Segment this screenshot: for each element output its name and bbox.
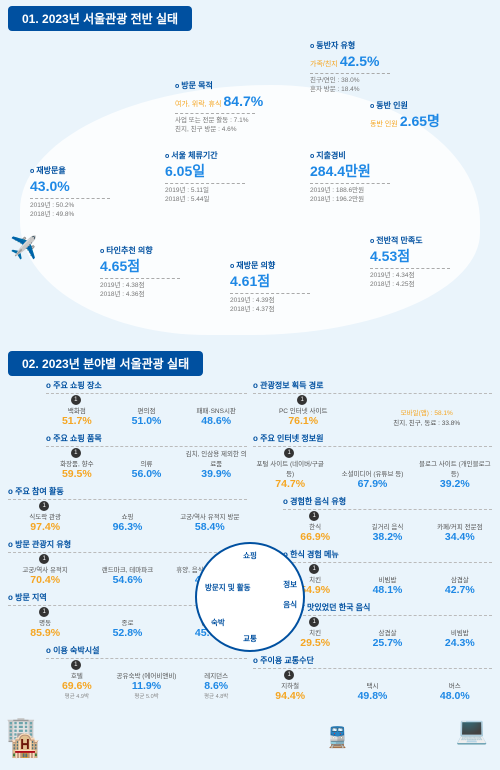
stat-sub1: 2019년 : 4.39점 xyxy=(230,296,340,305)
stat-title: 서울 체류기간 xyxy=(165,150,275,162)
block-title: 가장 맛있었던 한국 음식 xyxy=(283,602,492,613)
ring-label-lodging: 숙박 xyxy=(211,617,225,628)
stat-title: 동반자 유형 xyxy=(310,40,420,52)
stat-sub2: 2018년 : 4.37점 xyxy=(230,305,340,314)
airplane-icon: ✈️ xyxy=(10,235,37,261)
stat-sub2: 2018년 : 196.2만원 xyxy=(310,195,420,204)
stat-main-label: 여가, 위락, 휴식 xyxy=(175,101,221,108)
stat-companion-type: 동반자 유형 가족/친지 42.5% 친구/연인 : 38.0% 혼자 방문 :… xyxy=(310,40,420,95)
block-activity: 주요 참여 활동 1식도락 관광97.4% 쇼핑96.3% 고궁/역사 유적지 … xyxy=(8,486,247,533)
stat-sub2: 혼자 방문 : 18.4% xyxy=(310,85,420,94)
block-title: 주요 참여 활동 xyxy=(8,486,247,497)
stat-stay: 서울 체류기간 6.05일 2019년 : 5.11일 2018년 : 5.44… xyxy=(165,150,275,205)
stat-expense: 지출경비 284.4만원 2019년 : 188.6만원 2018년 : 196… xyxy=(310,150,420,205)
stat-party-size: 동반 인원 동반 인원 2.65명 xyxy=(370,100,480,131)
laptop-icon: 💻 xyxy=(456,715,488,746)
block-kfood: 한식 경험 메뉴 1치킨54.9% 비빔밥48.1% 삼겹살42.7% xyxy=(283,549,492,596)
stat-sub1: 사업 또는 전문 활동 : 7.1% xyxy=(175,116,285,125)
stat-revisit-rate: 재방문율 43.0% 2019년 : 50.2% 2018년 : 49.8% xyxy=(30,165,140,220)
stat-main-val: 4.65점 xyxy=(100,258,140,274)
section2-header: 02. 2023년 분야별 서울관광 실태 xyxy=(8,351,203,376)
stat-main-val: 4.61점 xyxy=(230,273,270,289)
block-transport: 주이용 교통수단 1지하철94.4% 택시49.8% 버스48.0% xyxy=(253,655,492,702)
stat-recommend: 타인추천 의향 4.65점 2019년 : 4.38점 2018년 : 4.36… xyxy=(100,245,210,300)
stat-title: 지출경비 xyxy=(310,150,420,162)
stat-sub2: 2018년 : 4.36점 xyxy=(100,290,210,299)
block-title: 주요 쇼핑 품목 xyxy=(46,433,247,444)
stat-main-val: 43.0% xyxy=(30,178,70,194)
block-best-food: 가장 맛있었던 한국 음식 1치킨29.5% 삼겹살25.7% 비빔밥24.3% xyxy=(283,602,492,649)
stat-title: 타인추천 의향 xyxy=(100,245,210,257)
stat-sub1: 2019년 : 4.38점 xyxy=(100,281,210,290)
ring-label-visit: 방문지 및 활동 xyxy=(205,584,251,592)
stat-main-val: 42.5% xyxy=(340,53,380,69)
stat-sub1: 2019년 : 5.11일 xyxy=(165,186,275,195)
block-shopping-item: 주요 쇼핑 품목 1화장품, 향수59.5% 의류56.0% 김치, 인삼용 제… xyxy=(46,433,247,480)
block-title: 관광정보 획득 경로 xyxy=(253,380,492,391)
stat-sub2: 친지, 친구 방문 : 4.6% xyxy=(175,125,285,134)
hotel-icon: 🏨 xyxy=(10,731,40,760)
ring-label-shopping: 쇼핑 xyxy=(243,550,257,561)
ring-label-info: 정보 xyxy=(283,579,297,590)
stat-sub2: 2018년 : 5.44일 xyxy=(165,195,275,204)
block-title: 한식 경험 메뉴 xyxy=(283,549,492,560)
ring-label-transport: 교통 xyxy=(243,633,257,644)
block-lodging: 이용 숙박시설 1호텔69.6%평균 4.9박 공유숙박 (에어비앤비)11.9… xyxy=(46,645,247,700)
block-shopping-place: 주요 쇼핑 장소 1백화점51.7% 편의점51.0% 패패·SNS시판48.6… xyxy=(46,380,247,427)
stat-sub1: 2019년 : 4.34점 xyxy=(370,271,480,280)
stat-main-val: 284.4만원 xyxy=(310,163,371,179)
block-title: 주요 인터넷 정보원 xyxy=(253,433,492,444)
train-icon: 🚆 xyxy=(325,725,350,750)
stat-sub2: 2018년 : 4.25점 xyxy=(370,280,480,289)
block-title: 경험한 음식 유형 xyxy=(283,496,492,507)
section1-header: 01. 2023년 서울관광 전반 실태 xyxy=(8,6,192,31)
block-internet: 주요 인터넷 정보원 1포털 사이트 (네이버/구글 등)74.7% 소셜미디어… xyxy=(253,433,492,490)
stat-main-val: 2.65명 xyxy=(400,113,440,129)
stat-sub2: 2018년 : 49.8% xyxy=(30,210,140,219)
section2-area: 🏢 💻 🏨 🚆 주요 쇼핑 장소 1백화점51.7% 편의점51.0% 패패·S… xyxy=(0,380,500,770)
stat-title: 전반적 만족도 xyxy=(370,235,480,247)
stat-title: 재방문율 xyxy=(30,165,140,177)
block-title: 주요 쇼핑 장소 xyxy=(46,380,247,391)
ring-label-food: 음식 xyxy=(283,599,297,610)
stat-main-val: 4.53점 xyxy=(370,248,410,264)
stat-main-label: 가족/친지 xyxy=(310,61,338,68)
stat-satisfaction: 전반적 만족도 4.53점 2019년 : 4.34점 2018년 : 4.25… xyxy=(370,235,480,290)
rank-row: 1백화점51.7% 편의점51.0% 패패·SNS시판48.6% xyxy=(46,395,247,427)
stat-main-val: 84.7% xyxy=(224,93,264,109)
block-info-source: 관광정보 획득 경로 1PC 인터넷 사이트76.1% 모바일(앱) : 58.… xyxy=(253,380,492,427)
section1-map-area: ✈️ 동반자 유형 가족/친지 42.5% 친구/연인 : 38.0% 혼자 방… xyxy=(0,35,500,345)
stat-sub1: 친구/연인 : 38.0% xyxy=(310,76,420,85)
stat-revisit-intent: 재방문 의향 4.61점 2019년 : 4.39점 2018년 : 4.37점 xyxy=(230,260,340,315)
block-title: 주이용 교통수단 xyxy=(253,655,492,666)
center-category-ring: 쇼핑 정보 음식 교통 숙박 방문지 및 활동 xyxy=(195,542,305,652)
stat-main-val: 6.05일 xyxy=(165,163,205,179)
stat-title: 재방문 의향 xyxy=(230,260,340,272)
stat-sub1: 2019년 : 188.6만원 xyxy=(310,186,420,195)
stat-title: 방문 목적 xyxy=(175,80,285,92)
block-food-type: 경험한 음식 유형 1한식66.9% 길거리 음식38.2% 카페/커피 전문점… xyxy=(283,496,492,543)
stat-main-label: 동반 인원 xyxy=(370,121,398,128)
stat-sub1: 2019년 : 50.2% xyxy=(30,201,140,210)
stat-purpose: 방문 목적 여가, 위락, 휴식 84.7% 사업 또는 전문 활동 : 7.1… xyxy=(175,80,285,135)
stat-title: 동반 인원 xyxy=(370,100,480,112)
